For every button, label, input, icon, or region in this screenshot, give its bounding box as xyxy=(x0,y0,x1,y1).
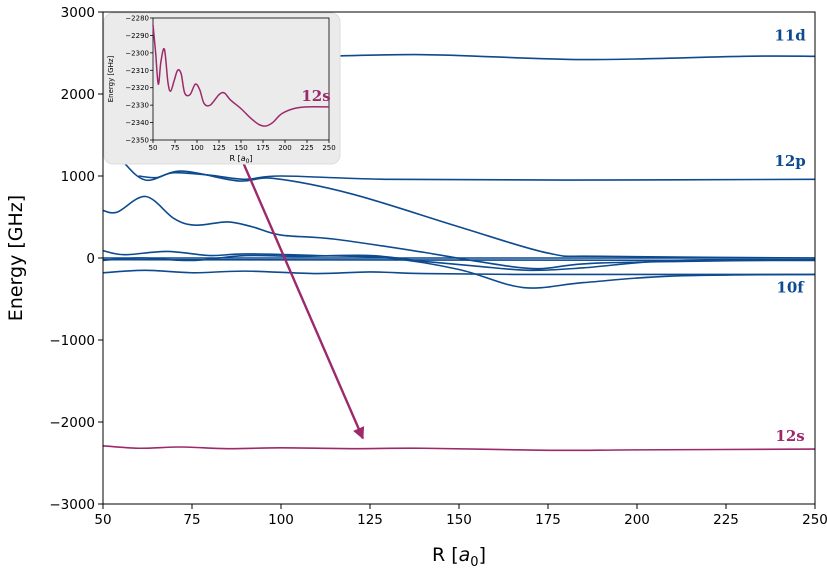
state-label-11d: 11d xyxy=(774,27,806,45)
main-series-line-3 xyxy=(103,195,815,270)
main-series-line-0 xyxy=(298,53,815,61)
y-tick-label: −1000 xyxy=(49,333,95,349)
x-tick-label: 175 xyxy=(535,512,561,528)
inset-y-tick-label: −2280 xyxy=(125,15,149,23)
inset-x-tick-label: 175 xyxy=(256,144,269,152)
inset-x-tick-label: 75 xyxy=(171,144,180,152)
x-tick-label: 50 xyxy=(94,512,111,528)
inset-y-tick-label: −2320 xyxy=(125,84,149,92)
y-tick-label: 2000 xyxy=(61,87,95,103)
inset-y-tick-label: −2340 xyxy=(125,119,149,127)
inset-series-line-0 xyxy=(152,24,330,127)
inset-y-tick-label: −2290 xyxy=(125,32,149,40)
x-axis-title: R [a0] xyxy=(432,544,486,570)
inset-y-tick-label: −2310 xyxy=(125,67,149,75)
main-series-line-7 xyxy=(103,269,815,276)
x-tick-label: 150 xyxy=(446,512,472,528)
main-series-group xyxy=(103,53,815,452)
inset-y-axis-title: Energy [GHz] xyxy=(107,55,115,102)
inset-x-tick-label: 225 xyxy=(300,144,313,152)
inset-x-tick-label: 50 xyxy=(149,144,158,152)
inset-x-axis-title: R [a0] xyxy=(229,154,252,165)
y-tick-label: 1000 xyxy=(61,169,95,185)
state-label-10f: 10f xyxy=(776,278,805,296)
inset-chart: 50 75 100 125 150 175 200 225 250 −2350 −2340 −2330… xyxy=(103,12,341,165)
y-tick-label: −3000 xyxy=(49,497,95,513)
inset-y-tick-label: −2350 xyxy=(125,137,149,145)
y-tick-label: 3000 xyxy=(61,5,95,21)
inset-x-tick-label: 125 xyxy=(212,144,225,152)
inset-x-tick-label: 150 xyxy=(234,144,247,152)
y-axis-title: Energy [GHz] xyxy=(5,195,27,321)
y-tick-label: 0 xyxy=(86,251,95,267)
x-tick-label: 200 xyxy=(624,512,650,528)
inset-plot-frame xyxy=(152,17,330,141)
inset-x-tick-label: 250 xyxy=(322,144,335,152)
main-series-line-9 xyxy=(103,444,815,452)
main-chart: 50 75 100 125 150 175 200 225 250 −3000 −2000 −1000… xyxy=(5,5,827,570)
main-series-line-4 xyxy=(103,249,815,289)
main-series-line-1 xyxy=(138,171,815,181)
main-series-line-2 xyxy=(103,142,815,259)
inset-x-tick-label: 200 xyxy=(278,144,291,152)
main-series-line-8 xyxy=(103,258,815,262)
x-tick-label: 225 xyxy=(713,512,739,528)
zoom-arrow xyxy=(233,142,365,440)
inset-y-tick-label: −2300 xyxy=(125,49,149,57)
x-tick-label: 250 xyxy=(802,512,827,528)
inset-y-tick-label: −2330 xyxy=(125,102,149,110)
inset-x-tick-label: 100 xyxy=(190,144,203,152)
y-tick-label: −2000 xyxy=(49,415,95,431)
x-tick-label: 75 xyxy=(183,512,200,528)
x-tick-label: 100 xyxy=(268,512,294,528)
state-label-12s: 12s xyxy=(775,427,804,445)
inset-state-label-12s: 12s xyxy=(301,87,330,105)
state-label-12p: 12p xyxy=(774,152,805,170)
x-tick-label: 125 xyxy=(357,512,383,528)
